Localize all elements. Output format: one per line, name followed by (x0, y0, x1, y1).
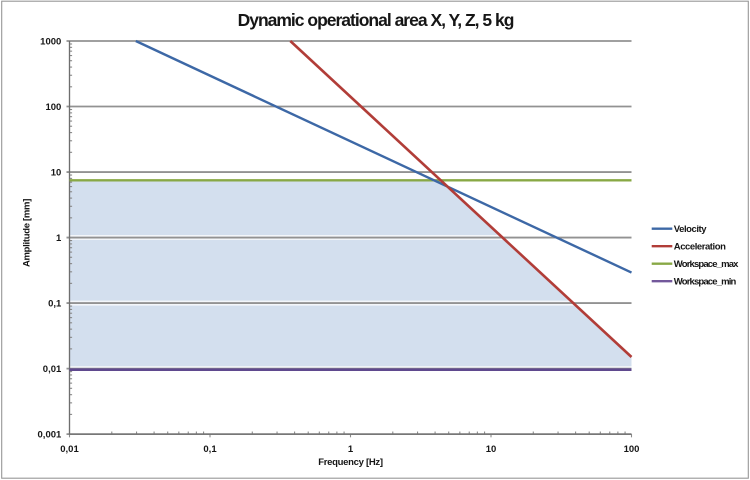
svg-text:10: 10 (51, 167, 62, 178)
svg-text:Frequency [Hz]: Frequency [Hz] (318, 457, 383, 468)
svg-text:Workspace_min: Workspace_min (674, 277, 737, 288)
svg-text:0,01: 0,01 (60, 444, 79, 455)
svg-text:Acceleration: Acceleration (674, 242, 726, 253)
svg-text:Dynamic operational area X, Y,: Dynamic operational area X, Y, Z, 5 kg (238, 10, 514, 30)
svg-text:0,001: 0,001 (38, 430, 62, 441)
svg-text:100: 100 (624, 444, 640, 455)
svg-text:10: 10 (486, 444, 497, 455)
svg-text:Workspace_max: Workspace_max (674, 259, 739, 270)
svg-text:Velocity: Velocity (674, 224, 707, 235)
svg-text:0,1: 0,1 (48, 298, 62, 309)
svg-text:0,1: 0,1 (203, 444, 217, 455)
svg-text:1: 1 (348, 444, 354, 455)
svg-text:1000: 1000 (40, 36, 61, 47)
svg-text:Amplitude [mm]: Amplitude [mm] (22, 199, 33, 267)
svg-text:0,01: 0,01 (43, 364, 62, 375)
svg-text:100: 100 (45, 102, 61, 113)
svg-text:1: 1 (56, 233, 62, 244)
